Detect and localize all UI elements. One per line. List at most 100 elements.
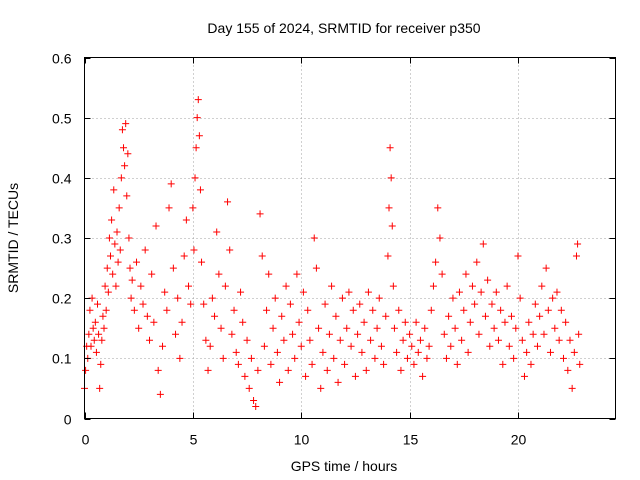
data-point	[375, 294, 383, 302]
data-point	[389, 282, 397, 290]
data-point	[180, 252, 188, 260]
data-point	[466, 318, 474, 326]
data-point	[564, 366, 572, 374]
data-point	[494, 336, 502, 344]
data-point	[425, 342, 433, 350]
data-point	[163, 306, 171, 314]
data-point	[195, 132, 203, 140]
data-point	[192, 144, 200, 152]
data-point	[343, 324, 351, 332]
data-point	[356, 300, 364, 308]
x-tick-label: 5	[190, 432, 198, 448]
data-point	[566, 336, 574, 344]
data-point	[161, 288, 169, 296]
data-point	[226, 246, 234, 254]
data-point	[284, 366, 292, 374]
data-point	[462, 270, 470, 278]
x-tick-label: 20	[511, 432, 527, 448]
data-point	[105, 234, 113, 242]
data-point	[367, 336, 375, 344]
data-point	[390, 324, 398, 332]
data-point	[297, 342, 305, 350]
data-point	[529, 330, 537, 338]
data-point	[278, 312, 286, 320]
data-point	[351, 372, 359, 380]
data-point	[423, 354, 431, 362]
data-point	[559, 354, 567, 362]
data-point	[576, 360, 584, 368]
data-point	[308, 360, 316, 368]
data-point	[143, 312, 151, 320]
data-point	[442, 354, 450, 362]
data-point	[536, 312, 544, 320]
data-point	[286, 300, 294, 308]
data-point	[127, 294, 135, 302]
data-point	[172, 330, 180, 338]
data-point	[371, 354, 379, 362]
data-point	[416, 336, 424, 344]
data-point	[332, 312, 340, 320]
data-point	[471, 300, 479, 308]
data-point	[315, 324, 323, 332]
data-point	[241, 372, 249, 380]
y-tick-label: 0.6	[52, 51, 72, 67]
data-point	[271, 294, 279, 302]
data-point	[87, 342, 95, 350]
data-point	[412, 318, 420, 326]
data-point	[196, 186, 204, 194]
data-point	[90, 336, 98, 344]
data-point	[128, 276, 136, 284]
data-point	[323, 366, 331, 374]
data-point	[92, 348, 100, 356]
data-point	[190, 246, 198, 254]
data-point	[148, 270, 156, 278]
data-point	[568, 384, 576, 392]
data-point	[570, 348, 578, 356]
data-point	[438, 270, 446, 278]
data-point	[544, 306, 552, 314]
data-point	[152, 222, 160, 230]
x-axis-label: GPS time / hours	[291, 458, 398, 474]
data-point	[239, 318, 247, 326]
data-point	[254, 366, 262, 374]
data-point	[397, 366, 405, 374]
data-point	[250, 396, 258, 404]
data-point	[107, 252, 115, 260]
data-point	[245, 384, 253, 392]
data-point	[388, 222, 396, 230]
data-point	[387, 174, 395, 182]
data-point	[178, 318, 186, 326]
data-point	[460, 306, 468, 314]
data-point	[330, 354, 338, 362]
data-point	[531, 300, 539, 308]
data-point	[403, 354, 411, 362]
data-point	[89, 324, 97, 332]
data-point	[414, 348, 422, 356]
data-point	[384, 252, 392, 260]
data-point	[116, 246, 124, 254]
y-tick-label: 0	[64, 412, 72, 428]
chart-title: Day 155 of 2024, SRMTID for receiver p35…	[207, 20, 480, 36]
data-point	[533, 342, 541, 350]
data-point	[120, 144, 128, 152]
data-point	[503, 282, 511, 290]
data-point	[167, 180, 175, 188]
data-point	[118, 126, 126, 134]
data-points	[81, 96, 584, 410]
data-point	[555, 336, 563, 344]
data-point	[224, 198, 232, 206]
data-point	[386, 144, 394, 152]
data-point	[276, 378, 284, 386]
data-point	[312, 264, 320, 272]
data-point	[211, 312, 219, 320]
data-point	[497, 306, 505, 314]
data-point	[453, 360, 461, 368]
data-point	[325, 330, 333, 338]
data-point	[110, 186, 118, 194]
data-point	[512, 324, 520, 332]
data-point	[377, 342, 385, 350]
data-point	[267, 360, 275, 368]
data-point	[215, 270, 223, 278]
data-point	[256, 210, 264, 218]
